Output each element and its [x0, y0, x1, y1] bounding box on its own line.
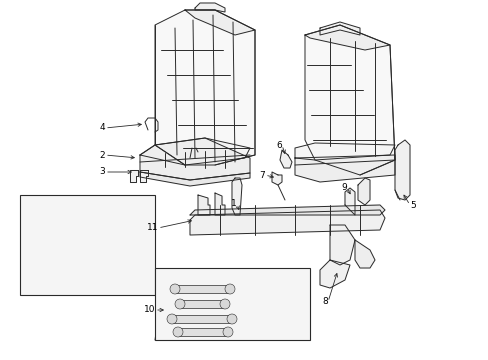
Polygon shape — [198, 195, 209, 215]
Polygon shape — [115, 215, 123, 270]
Polygon shape — [140, 170, 148, 182]
Polygon shape — [280, 150, 291, 168]
Text: 11: 11 — [146, 224, 158, 233]
Polygon shape — [65, 215, 73, 270]
Circle shape — [167, 314, 177, 324]
Polygon shape — [294, 155, 394, 182]
Text: 1: 1 — [231, 199, 237, 208]
Bar — [155, 268, 309, 340]
Polygon shape — [329, 225, 354, 265]
Circle shape — [170, 284, 180, 294]
Polygon shape — [305, 25, 389, 50]
Text: 10: 10 — [143, 306, 155, 315]
Bar — [178, 328, 227, 336]
Polygon shape — [271, 172, 282, 185]
Polygon shape — [35, 215, 43, 270]
Polygon shape — [130, 170, 138, 182]
Polygon shape — [345, 188, 354, 215]
Polygon shape — [190, 210, 384, 235]
Circle shape — [224, 284, 235, 294]
Polygon shape — [140, 138, 249, 180]
Text: 3: 3 — [99, 167, 105, 176]
Bar — [180, 300, 224, 308]
Circle shape — [223, 327, 232, 337]
Polygon shape — [394, 140, 409, 200]
Polygon shape — [215, 193, 224, 215]
Polygon shape — [155, 270, 309, 340]
Text: 2: 2 — [99, 150, 105, 159]
Text: 7: 7 — [259, 171, 264, 180]
Polygon shape — [319, 22, 359, 35]
Text: 4: 4 — [99, 123, 105, 132]
Polygon shape — [231, 178, 242, 215]
Polygon shape — [195, 3, 224, 12]
Bar — [172, 315, 231, 323]
Polygon shape — [155, 10, 254, 165]
Text: 6: 6 — [276, 140, 282, 149]
Circle shape — [175, 299, 184, 309]
Polygon shape — [354, 240, 374, 268]
Text: 5: 5 — [409, 201, 415, 210]
Polygon shape — [294, 143, 394, 160]
Bar — [175, 285, 229, 293]
Polygon shape — [140, 138, 249, 165]
Polygon shape — [184, 10, 254, 35]
Polygon shape — [190, 205, 384, 215]
Text: 9: 9 — [341, 184, 346, 193]
Polygon shape — [319, 260, 349, 288]
Bar — [20, 195, 155, 295]
Polygon shape — [305, 25, 394, 175]
Text: 8: 8 — [322, 297, 327, 306]
Circle shape — [220, 299, 229, 309]
Circle shape — [173, 327, 183, 337]
Circle shape — [226, 314, 237, 324]
Polygon shape — [357, 178, 369, 205]
Polygon shape — [90, 215, 98, 270]
Polygon shape — [140, 172, 249, 186]
